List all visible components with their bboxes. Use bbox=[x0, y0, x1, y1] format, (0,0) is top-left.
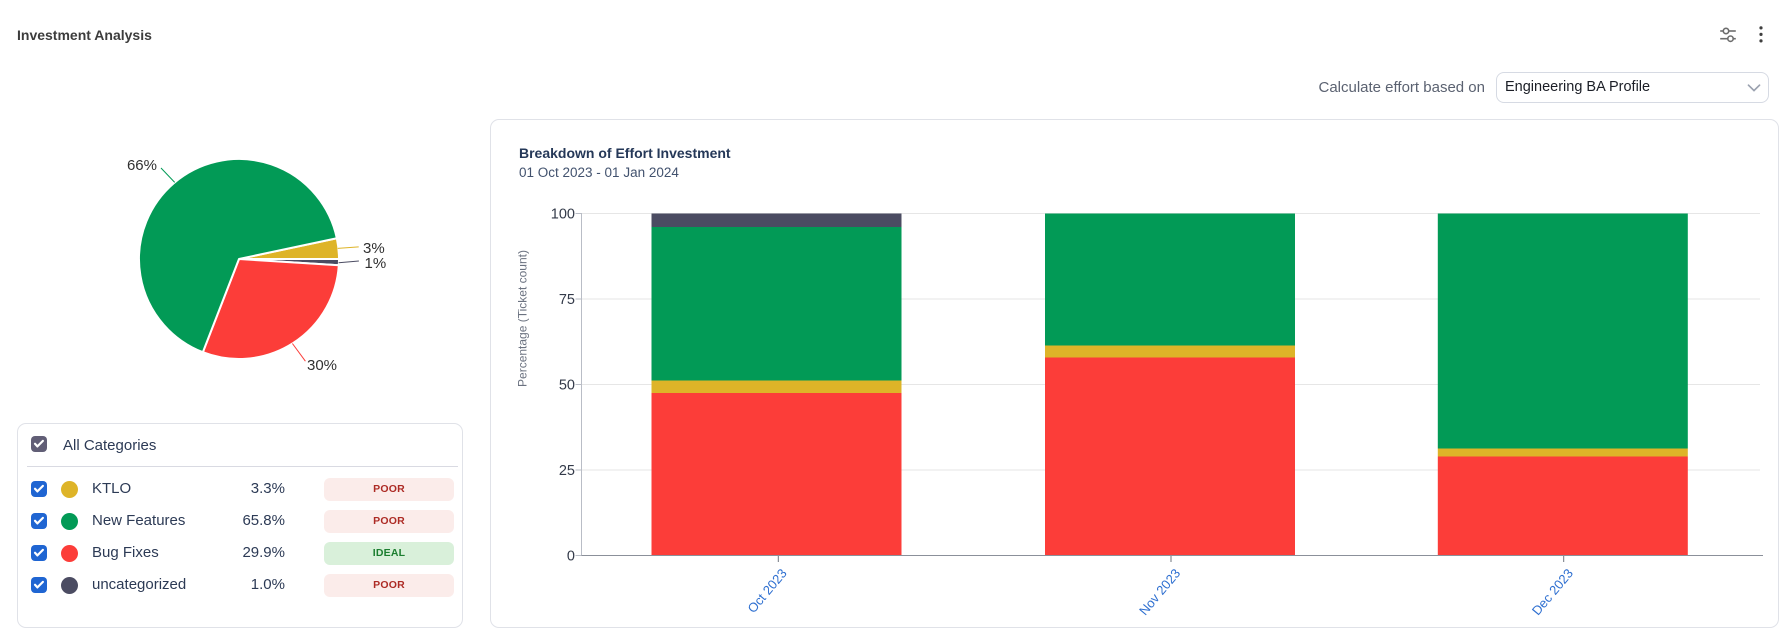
svg-text:Nov 2023: Nov 2023 bbox=[1136, 566, 1183, 618]
svg-text:25: 25 bbox=[559, 463, 575, 479]
svg-text:100: 100 bbox=[551, 207, 575, 223]
svg-text:Percentage (Ticket count): Percentage (Ticket count) bbox=[516, 250, 530, 387]
svg-text:75: 75 bbox=[559, 292, 575, 308]
svg-text:66%: 66% bbox=[127, 157, 157, 174]
svg-text:3%: 3% bbox=[363, 240, 385, 257]
svg-text:50: 50 bbox=[559, 378, 575, 394]
svg-text:0: 0 bbox=[567, 549, 575, 565]
svg-text:Oct 2023: Oct 2023 bbox=[744, 566, 789, 616]
svg-text:30%: 30% bbox=[307, 357, 337, 374]
svg-text:Dec 2023: Dec 2023 bbox=[1529, 566, 1576, 618]
svg-text:1%: 1% bbox=[365, 255, 387, 272]
